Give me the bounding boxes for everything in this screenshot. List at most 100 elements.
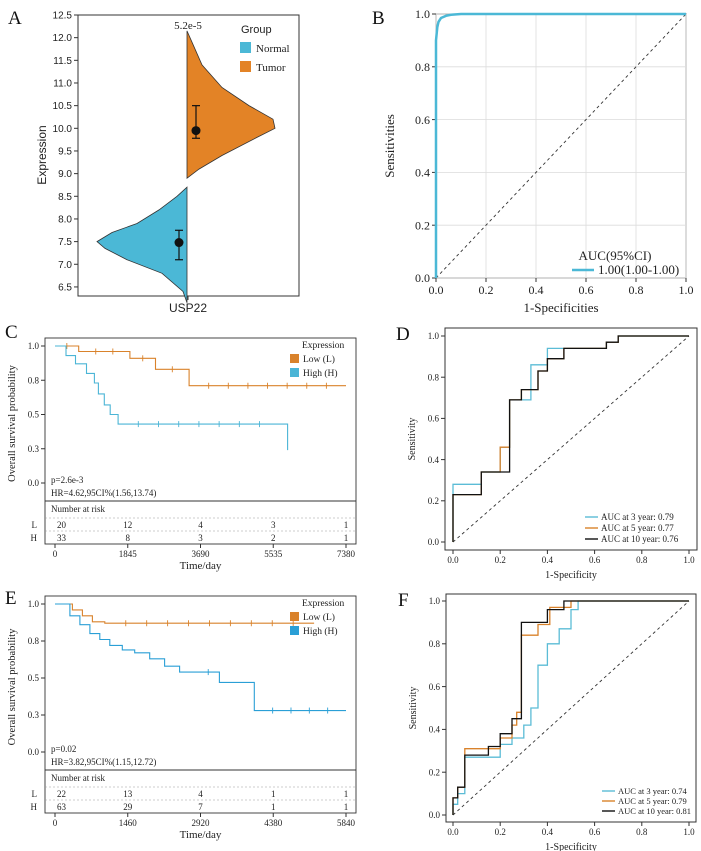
- risk-count: 1: [344, 802, 349, 812]
- y-tick-label: 0.6: [428, 414, 440, 424]
- y-axis-label: Sensitivities: [382, 114, 397, 178]
- x-tick-label: 0.6: [589, 555, 601, 565]
- x-tick-label: 2920: [192, 818, 211, 828]
- roc-curve-3: [452, 335, 689, 542]
- legend-label-high: High (H): [303, 626, 338, 637]
- x-tick-label: 5840: [337, 818, 356, 828]
- hazard-ratio-label: HR=3.82,95CI%(1.15,12.72): [51, 757, 156, 767]
- y-tick-label: 0.2: [428, 496, 439, 506]
- y-tick-label: 6.5: [58, 282, 72, 293]
- km-curve-low: [55, 345, 346, 387]
- panel-letter-c: C: [5, 322, 18, 343]
- y-tick-label: 0.8: [415, 60, 430, 74]
- legend-label-low: Low (L): [303, 354, 335, 365]
- y-tick-label: 0.3: [28, 444, 40, 454]
- y-axis-label: Overall survival probability: [7, 628, 18, 745]
- y-tick-label: 10.5: [53, 101, 73, 112]
- y-tick-label: 0.0: [415, 271, 430, 285]
- x-tick-label: 0.4: [542, 555, 554, 565]
- legend-label-low: Low (L): [303, 612, 335, 623]
- x-tick-label: 0.8: [636, 555, 648, 565]
- roc-curve-3: [452, 600, 689, 815]
- reference-diagonal: [452, 335, 690, 543]
- risk-count: 3: [198, 533, 203, 543]
- y-tick-label: 12.0: [53, 33, 73, 44]
- y-tick-label: 11.5: [53, 56, 72, 67]
- legend-label-tumor: Tumor: [256, 62, 286, 74]
- risk-count: 33: [57, 533, 67, 543]
- p-value-label: p=0.02: [51, 744, 76, 754]
- legend-swatch-tumor: [240, 61, 251, 72]
- y-tick-label: 9.0: [58, 169, 72, 180]
- y-tick-label: 0.4: [429, 725, 441, 735]
- x-tick-label: USP22: [169, 301, 207, 315]
- legend-label-1: AUC at 3 year: 0.79: [601, 512, 674, 522]
- y-tick-label: 1.0: [28, 599, 40, 609]
- x-tick-label: 1460: [119, 818, 138, 828]
- violin-normal: [96, 186, 188, 303]
- x-axis-label: Time/day: [180, 829, 222, 841]
- y-tick-label: 7.5: [58, 237, 72, 248]
- risk-count: 63: [57, 802, 67, 812]
- x-tick-label: 0.0: [447, 827, 459, 837]
- risk-count: 7: [198, 802, 203, 812]
- panel-letter-b: B: [372, 8, 385, 29]
- y-tick-label: 0.5: [28, 673, 40, 683]
- x-tick-label: 0.4: [529, 283, 544, 297]
- legend-swatch-low: [290, 354, 299, 363]
- legend-swatch-normal: [240, 42, 251, 53]
- legend-label-high: High (H): [303, 368, 338, 379]
- risk-count: 4: [198, 520, 203, 530]
- risk-count: 4: [198, 789, 203, 799]
- panel-letter-a: A: [8, 8, 22, 29]
- panel-letter-f: F: [398, 590, 409, 611]
- legend-label-3: AUC at 10 year: 0.76: [601, 534, 679, 544]
- y-tick-label: 0.0: [28, 478, 40, 488]
- x-axis-label: Time/day: [180, 560, 222, 572]
- panel-letter-d: D: [396, 324, 410, 345]
- y-tick-label: 0.6: [429, 682, 441, 692]
- risk-count: 1: [271, 789, 276, 799]
- x-tick-label: 0.8: [629, 283, 644, 297]
- x-tick-label: 1.0: [683, 555, 695, 565]
- reference-diagonal: [452, 600, 690, 816]
- mean-point: [174, 238, 184, 248]
- x-tick-label: 0.6: [589, 827, 601, 837]
- x-axis-label: 1-Specificity: [545, 570, 597, 581]
- panel-letter-e: E: [5, 588, 17, 609]
- y-tick-label: 0.8: [428, 372, 440, 382]
- plot-frame: [444, 327, 698, 551]
- risk-table-title: Number at risk: [51, 504, 105, 514]
- risk-count: 22: [57, 789, 66, 799]
- risk-count: 2: [271, 533, 276, 543]
- km-curve-high: [55, 345, 289, 451]
- x-tick-label: 0: [53, 818, 58, 828]
- legend-swatch-high: [290, 626, 299, 635]
- legend-label-1: AUC at 3 year: 0.74: [618, 786, 687, 796]
- y-tick-label: 0.0: [428, 537, 440, 547]
- legend-title: Group: [241, 24, 272, 36]
- km-curve-high: [55, 603, 346, 712]
- x-tick-label: 0.6: [579, 283, 594, 297]
- p-value-label: 5.2e-5: [174, 20, 202, 32]
- legend-label-normal: Normal: [256, 43, 290, 55]
- y-tick-label: 1.0: [428, 331, 440, 341]
- y-tick-label: 8.0: [58, 214, 72, 225]
- risk-row-label-high: H: [31, 802, 38, 812]
- y-tick-label: 0.5: [28, 410, 40, 420]
- legend-title: Expression: [302, 341, 344, 351]
- x-tick-label: 0: [53, 549, 58, 559]
- y-tick-label: 12.5: [53, 11, 73, 22]
- y-axis-label: Overall survival probability: [7, 364, 18, 481]
- y-axis-label: Sensitivity: [407, 418, 418, 461]
- x-tick-label: 0.8: [636, 827, 648, 837]
- x-tick-label: 0.2: [495, 827, 506, 837]
- mean-point: [191, 126, 201, 136]
- x-tick-label: 0.0: [447, 555, 459, 565]
- risk-count: 3: [271, 520, 276, 530]
- y-tick-label: 11.0: [53, 78, 72, 89]
- x-tick-label: 4380: [264, 818, 283, 828]
- x-axis-label: 1-Specificities: [523, 300, 598, 315]
- legend-label: 1.00(1.00-1.00): [598, 262, 679, 277]
